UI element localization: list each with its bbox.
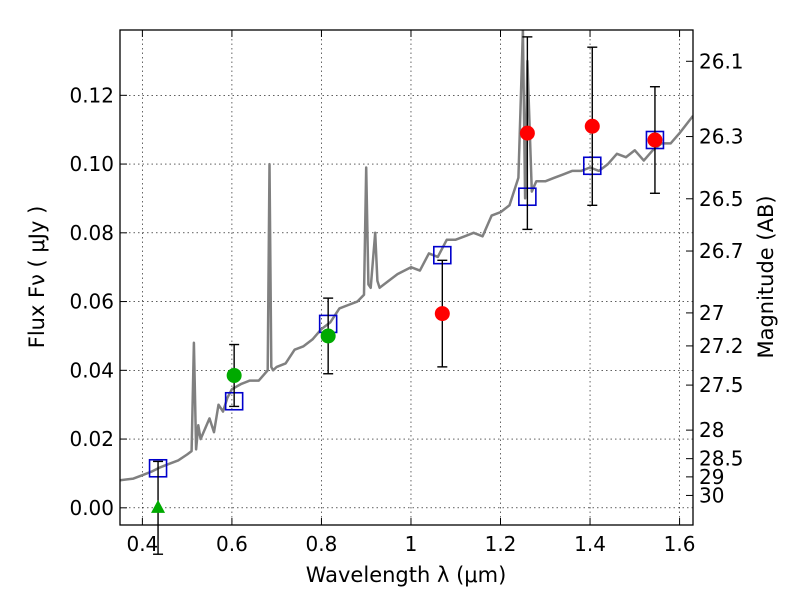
mag-tick-label: 28.5 bbox=[699, 447, 744, 471]
x-tick-label: 1.6 bbox=[664, 532, 696, 556]
observed-flux-point bbox=[226, 367, 242, 383]
y-tick-label: 0.04 bbox=[69, 358, 114, 382]
model-spectrum-line bbox=[120, 30, 693, 482]
y-tick-label: 0.02 bbox=[69, 427, 114, 451]
y-tick-label: 0.10 bbox=[69, 152, 114, 176]
observed-flux-point bbox=[320, 328, 336, 344]
observed-flux-point bbox=[584, 118, 600, 134]
axis-ticks: 0.4 0.6 0.8 1 1.2 1.4 1.6 0.00 0.02 0.04 0.06 0.08 0… bbox=[69, 30, 744, 556]
mag-tick-label: 27 bbox=[699, 301, 724, 325]
mag-tick-label: 30 bbox=[699, 483, 724, 507]
plot-frame bbox=[119, 29, 694, 526]
y-axis-label: Flux Fν ( μJy ) bbox=[25, 206, 49, 349]
mag-tick-label: 29 bbox=[699, 465, 724, 489]
plot-background bbox=[120, 30, 693, 525]
mag-tick-label: 27.2 bbox=[699, 334, 744, 358]
x-tick-label: 1 bbox=[405, 532, 418, 556]
mag-tick-label: 26.3 bbox=[699, 125, 744, 149]
upper-limit-point bbox=[151, 499, 166, 513]
observed-flux-point bbox=[647, 132, 663, 148]
mag-tick-label: 27.5 bbox=[699, 373, 744, 397]
mag-tick-label: 26.5 bbox=[699, 187, 744, 211]
y-tick-label: 0.12 bbox=[69, 83, 114, 107]
x-tick-label: 1.2 bbox=[485, 532, 517, 556]
y-tick-label: 0.00 bbox=[69, 496, 114, 520]
y-tick-label: 0.08 bbox=[69, 221, 114, 245]
mag-tick-label: 26.1 bbox=[699, 49, 744, 73]
x-tick-label: 1.4 bbox=[574, 532, 606, 556]
y-axis-label-right: Magnitude (AB) bbox=[754, 195, 778, 358]
x-tick-label: 0.8 bbox=[306, 532, 338, 556]
y-tick-label: 0.06 bbox=[69, 290, 114, 314]
mag-tick-label: 26.7 bbox=[699, 239, 744, 263]
marker-layer bbox=[148, 36, 665, 555]
mag-tick-label: 28 bbox=[699, 418, 724, 442]
x-tick-label: 0.4 bbox=[126, 532, 158, 556]
grid bbox=[120, 30, 693, 525]
x-axis-label: Wavelength λ (μm) bbox=[306, 563, 507, 587]
x-tick-label: 0.6 bbox=[216, 532, 248, 556]
observed-flux-point bbox=[519, 125, 535, 141]
observed-flux-point bbox=[434, 306, 450, 322]
spectrum-layer bbox=[120, 30, 693, 482]
